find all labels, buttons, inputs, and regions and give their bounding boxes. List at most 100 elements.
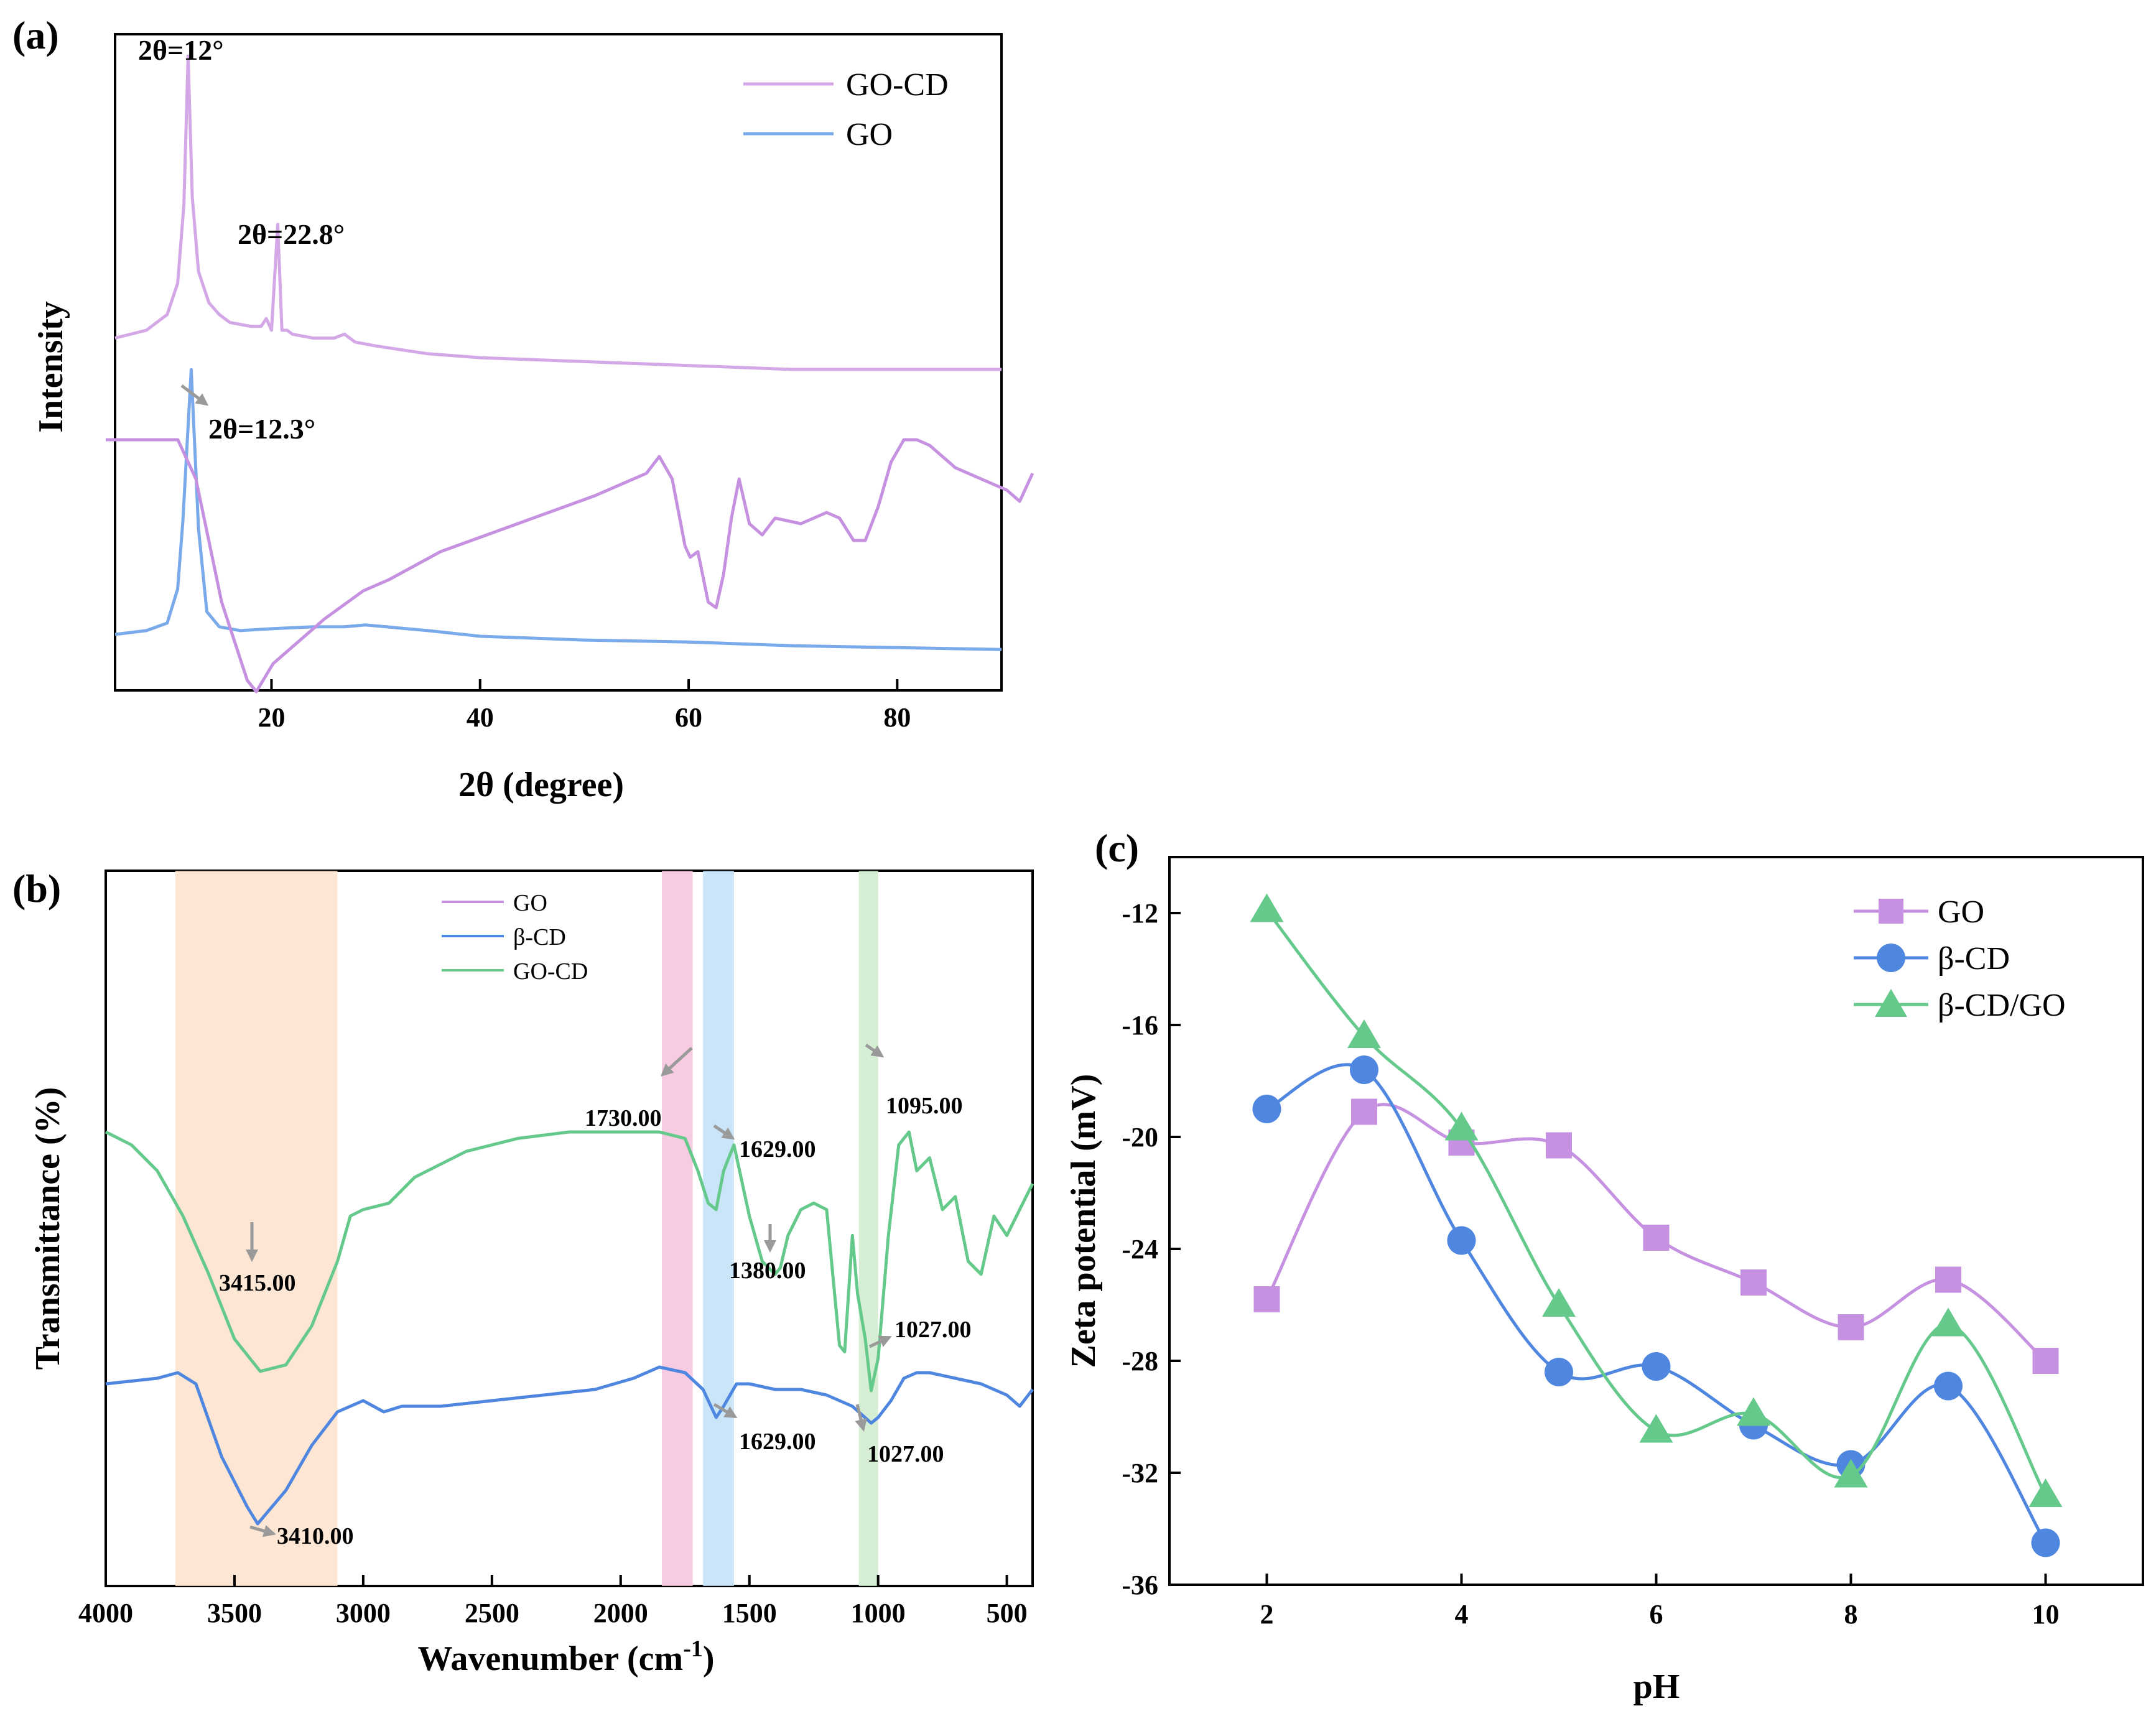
data-point-beta-cd-go-ph-3	[1347, 1019, 1381, 1048]
data-point-go-ph-9	[1935, 1266, 1961, 1293]
highlight-band-2	[662, 871, 693, 1586]
highlight-band-3	[703, 871, 734, 1586]
legend-marker-beta-cd-go	[1875, 989, 1907, 1017]
y-tick-label--36: -36	[1122, 1570, 1158, 1600]
annotation-peak-12-3: 2θ=12.3°	[208, 413, 315, 445]
panel-b: (b) 4000 3500 3000 2500 2000 1500 1000 500 Wave…	[12, 438, 1034, 1678]
annotation-3415: 3415.00	[219, 1270, 296, 1296]
data-point-go-ph-7	[1740, 1269, 1767, 1296]
annotation-peak-22-8: 2θ=22.8°	[238, 218, 345, 250]
x-tick-label-6: 6	[1650, 1599, 1663, 1630]
data-point-go-ph-10	[2032, 1348, 2059, 1374]
annotation-1095: 1095.00	[886, 1093, 963, 1119]
panel-b-x-axis-title-close: )	[703, 1639, 715, 1678]
x-tick-label-8: 8	[1844, 1599, 1858, 1630]
data-point-beta-cd-ph-3	[1350, 1055, 1378, 1084]
panel-a-label: (a)	[12, 13, 59, 57]
x-tick-label-4: 4	[1455, 1599, 1469, 1630]
annotation-1380: 1380.00	[729, 1258, 806, 1284]
x-tick-label-10: 10	[2032, 1599, 2060, 1630]
panel-b-x-ticks: 4000 3500 3000 2500 2000 1500 1000 500	[78, 1575, 1028, 1628]
y-tick-label--12: -12	[1122, 898, 1158, 929]
data-point-beta-cd-go-ph-10	[2028, 1478, 2063, 1507]
x-tick-label-3500: 3500	[207, 1598, 262, 1628]
legend-marker-go	[1879, 899, 1903, 924]
legend-label-beta-cd: β-CD	[513, 924, 566, 950]
data-point-beta-cd-ph-10	[2031, 1528, 2060, 1557]
panel-a-legend: GO-CD GO	[743, 67, 949, 152]
x-tick-label-20: 20	[258, 702, 285, 733]
annotation-arrow-1027-cd	[855, 1404, 867, 1432]
x-tick-label-3000: 3000	[336, 1598, 391, 1628]
annotation-arrow-12-3	[180, 384, 209, 406]
series-line-go-cd	[114, 54, 1001, 371]
series-line-go	[114, 368, 1002, 651]
annotation-peak-12: 2θ=12°	[138, 34, 224, 66]
panel-a-x-axis-title: 2θ (degree)	[458, 766, 624, 804]
panel-c-series-group	[1250, 893, 2063, 1557]
legend-label-go-cd: GO-CD	[846, 67, 949, 103]
annotation-arrow-1730	[661, 1047, 693, 1077]
data-point-beta-cd-go-ph-6	[1639, 1414, 1673, 1443]
x-tick-label-2000: 2000	[593, 1598, 648, 1628]
x-tick-label-1500: 1500	[722, 1598, 777, 1628]
data-point-beta-cd-go-ph-2	[1250, 893, 1284, 922]
legend-marker-beta-cd	[1877, 944, 1905, 972]
annotation-1027-gocd: 1027.00	[894, 1317, 972, 1343]
y-tick-label--20: -20	[1122, 1122, 1158, 1153]
panel-b-x-axis-title-sup: -1	[683, 1636, 703, 1662]
legend-label-go: GO	[846, 117, 893, 152]
highlight-band-4	[858, 871, 878, 1586]
panel-a-x-ticks: 20 40 60 80	[258, 679, 911, 733]
data-point-beta-cd-go-ph-9	[1931, 1307, 1965, 1337]
panel-c-legend: GO β-CD β-CD/GO	[1854, 894, 2066, 1023]
data-point-go-ph-8	[1838, 1314, 1864, 1340]
annotation-3410: 3410.00	[277, 1523, 354, 1549]
data-point-beta-cd-go-ph-8	[1834, 1459, 1868, 1488]
data-point-beta-cd-ph-5	[1545, 1358, 1573, 1386]
data-point-beta-cd-go-ph-4	[1444, 1111, 1479, 1141]
panel-b-y-axis-title: Transmittance (%)	[29, 1087, 67, 1370]
x-tick-label-500: 500	[987, 1598, 1028, 1628]
panel-c-y-axis-title: Zeta potential (mV)	[1064, 1074, 1103, 1368]
panel-b-annotations: 3415.00 1730.00 1629.00 1095.00 1380.00 …	[219, 1043, 972, 1549]
annotation-1629-cd: 1629.00	[739, 1429, 816, 1455]
annotation-arrow-1027-gocd	[868, 1335, 892, 1348]
x-tick-label-4000: 4000	[78, 1598, 133, 1628]
legend-label-go: GO	[513, 890, 547, 916]
panel-a-frame	[114, 33, 1003, 692]
panel-b-x-axis-title: Wavenumber (cm-1)	[417, 1636, 714, 1678]
panel-c-ticks: 2 4 6 8 10 -12 -16 -20 -24 -28 -32 -36	[1122, 898, 2059, 1630]
panel-c: (c) 2 4 6 8 10 -12 -16 -20 -24 -28 -32 -36 pH Zeta …	[1064, 826, 2144, 1706]
x-tick-label-2: 2	[1260, 1599, 1274, 1630]
x-tick-label-1000: 1000	[851, 1598, 906, 1628]
annotation-arrow-1629-cd	[713, 1403, 738, 1419]
data-point-beta-cd-ph-2	[1252, 1095, 1281, 1123]
legend-label-beta-cd: β-CD	[1938, 941, 2010, 976]
data-point-beta-cd-ph-9	[1934, 1371, 1963, 1401]
panel-c-label: (c)	[1095, 826, 1139, 870]
panel-b-legend: GO β-CD GO-CD	[442, 890, 588, 985]
y-tick-label--16: -16	[1122, 1010, 1158, 1041]
y-tick-label--32: -32	[1122, 1458, 1158, 1488]
data-point-go-ph-2	[1253, 1286, 1280, 1312]
x-tick-label-60: 60	[675, 702, 702, 733]
data-point-go-ph-6	[1643, 1225, 1670, 1251]
data-point-go-ph-3	[1351, 1098, 1377, 1125]
annotation-1027-cd: 1027.00	[867, 1441, 944, 1467]
panel-c-x-axis-title: pH	[1633, 1667, 1680, 1706]
series-line-beta-cd	[1266, 1063, 2047, 1544]
series-line-go-cd	[105, 1130, 1034, 1393]
annotation-arrow-1629-go	[713, 1124, 735, 1140]
panel-b-bands	[175, 871, 878, 1586]
legend-label-go-cd: GO-CD	[513, 958, 588, 985]
annotation-1730: 1730.00	[585, 1105, 662, 1131]
annotation-1629-go: 1629.00	[739, 1136, 816, 1162]
x-tick-label-2500: 2500	[465, 1598, 519, 1628]
x-tick-label-40: 40	[467, 702, 494, 733]
series-line-beta-cd	[105, 1365, 1034, 1526]
y-tick-label--24: -24	[1122, 1234, 1158, 1264]
data-point-beta-cd-ph-6	[1642, 1352, 1671, 1381]
series-line-beta-cd-go	[1265, 909, 2047, 1496]
